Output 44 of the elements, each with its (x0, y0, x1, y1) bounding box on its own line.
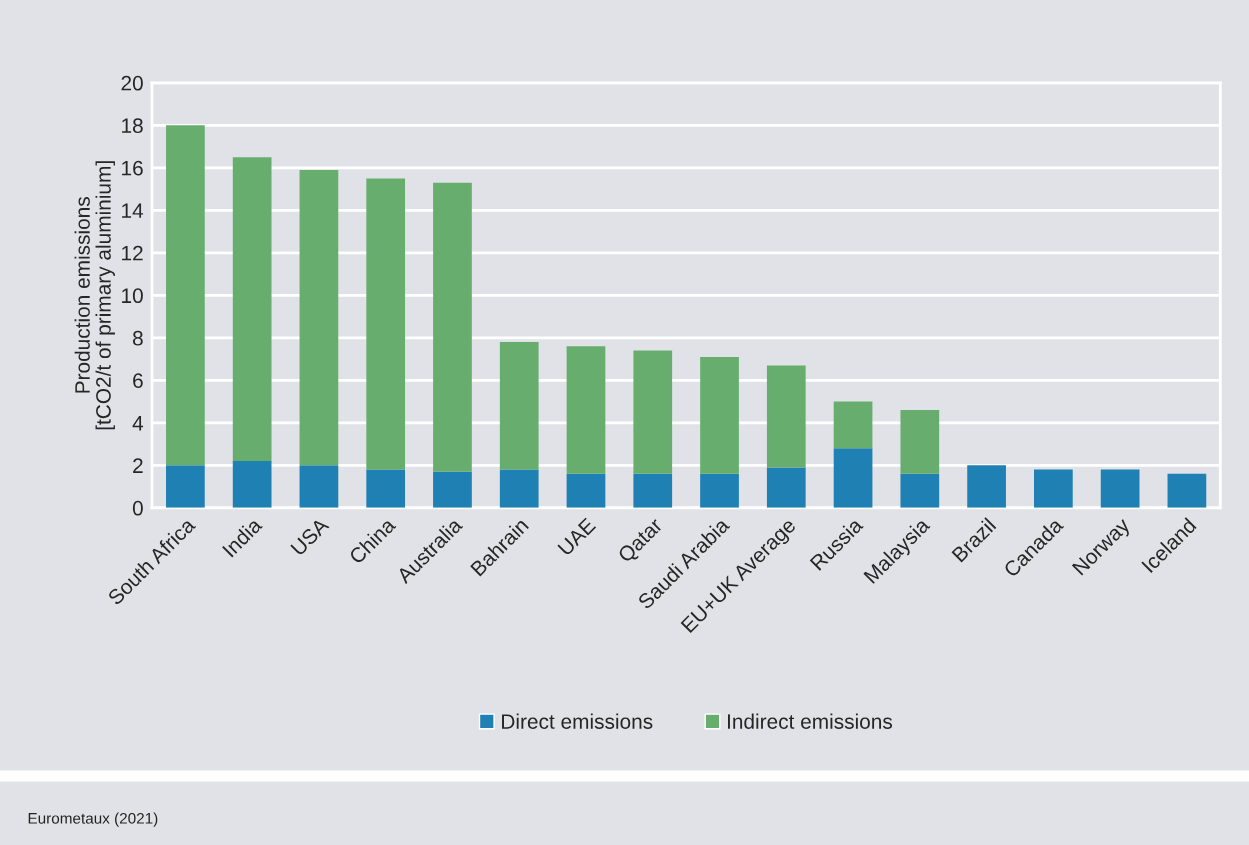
bar (232, 461, 272, 508)
bar (633, 473, 673, 508)
bar (1100, 469, 1140, 508)
y-tick-label: 2 (133, 458, 143, 473)
bar (633, 350, 673, 474)
y-tick-label: 12 (122, 245, 143, 261)
bar (366, 469, 406, 508)
bar (433, 471, 472, 508)
bar (499, 342, 539, 470)
y-tick-label: 6 (133, 373, 143, 389)
y-tick-label: 14 (122, 203, 144, 218)
text: Eurometaux (2021) (28, 812, 158, 827)
bar (299, 465, 339, 508)
bar (566, 473, 606, 508)
bar (766, 365, 806, 468)
bar (1033, 469, 1073, 508)
bar (166, 125, 205, 466)
y-tick-label: 18 (122, 118, 143, 134)
bar (900, 410, 940, 474)
bar (166, 465, 205, 508)
bar (700, 356, 739, 474)
bar (833, 401, 873, 449)
bar (833, 448, 873, 508)
legend-label: Direct emissions (502, 713, 653, 729)
y-axis-title: Production emissions [tCO2/t of primary aluminium] (74, 161, 115, 430)
y-tick-label: 20 (121, 75, 143, 91)
bar (1167, 473, 1207, 508)
bar (766, 467, 806, 508)
bar (433, 182, 472, 472)
y-tick-label: 16 (122, 160, 143, 176)
bar (232, 157, 272, 462)
y-tick-label: 10 (122, 288, 143, 304)
bar (566, 346, 606, 474)
y-tick-label: 4 (132, 416, 144, 431)
x-tick-label: USA (290, 516, 330, 557)
bar (366, 178, 406, 470)
legend-label: Indirect emissions (727, 713, 893, 729)
bar (967, 465, 1006, 508)
y-tick-label: 8 (132, 330, 143, 346)
bar (299, 169, 339, 466)
bar (499, 469, 539, 508)
y-tick-label: 0 (132, 500, 143, 516)
bar (700, 473, 739, 508)
bar (900, 473, 940, 508)
